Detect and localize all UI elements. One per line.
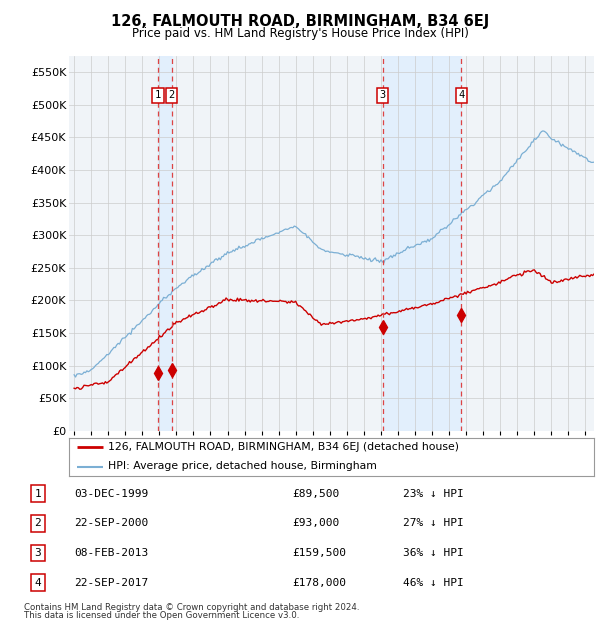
Text: 4: 4: [458, 90, 464, 100]
Text: 03-DEC-1999: 03-DEC-1999: [74, 489, 148, 498]
Text: 22-SEP-2017: 22-SEP-2017: [74, 578, 148, 588]
Text: 36% ↓ HPI: 36% ↓ HPI: [403, 548, 464, 558]
Text: 3: 3: [35, 548, 41, 558]
Text: £178,000: £178,000: [292, 578, 346, 588]
Text: £93,000: £93,000: [292, 518, 339, 528]
Text: 126, FALMOUTH ROAD, BIRMINGHAM, B34 6EJ (detached house): 126, FALMOUTH ROAD, BIRMINGHAM, B34 6EJ …: [109, 442, 460, 452]
Text: Price paid vs. HM Land Registry's House Price Index (HPI): Price paid vs. HM Land Registry's House …: [131, 27, 469, 40]
Text: This data is licensed under the Open Government Licence v3.0.: This data is licensed under the Open Gov…: [24, 611, 299, 620]
Text: 2: 2: [35, 518, 41, 528]
Text: 27% ↓ HPI: 27% ↓ HPI: [403, 518, 464, 528]
Text: 08-FEB-2013: 08-FEB-2013: [74, 548, 148, 558]
Text: £159,500: £159,500: [292, 548, 346, 558]
Text: 1: 1: [155, 90, 161, 100]
Text: 22-SEP-2000: 22-SEP-2000: [74, 518, 148, 528]
Text: 3: 3: [380, 90, 386, 100]
Text: 1: 1: [35, 489, 41, 498]
Bar: [383, 56, 461, 431]
Text: 46% ↓ HPI: 46% ↓ HPI: [403, 578, 464, 588]
Text: 2: 2: [169, 90, 175, 100]
Bar: [158, 56, 172, 431]
Text: 23% ↓ HPI: 23% ↓ HPI: [403, 489, 464, 498]
Text: 126, FALMOUTH ROAD, BIRMINGHAM, B34 6EJ: 126, FALMOUTH ROAD, BIRMINGHAM, B34 6EJ: [111, 14, 489, 29]
Text: 4: 4: [35, 578, 41, 588]
Text: HPI: Average price, detached house, Birmingham: HPI: Average price, detached house, Birm…: [109, 461, 377, 471]
Text: £89,500: £89,500: [292, 489, 339, 498]
Text: Contains HM Land Registry data © Crown copyright and database right 2024.: Contains HM Land Registry data © Crown c…: [24, 603, 359, 612]
